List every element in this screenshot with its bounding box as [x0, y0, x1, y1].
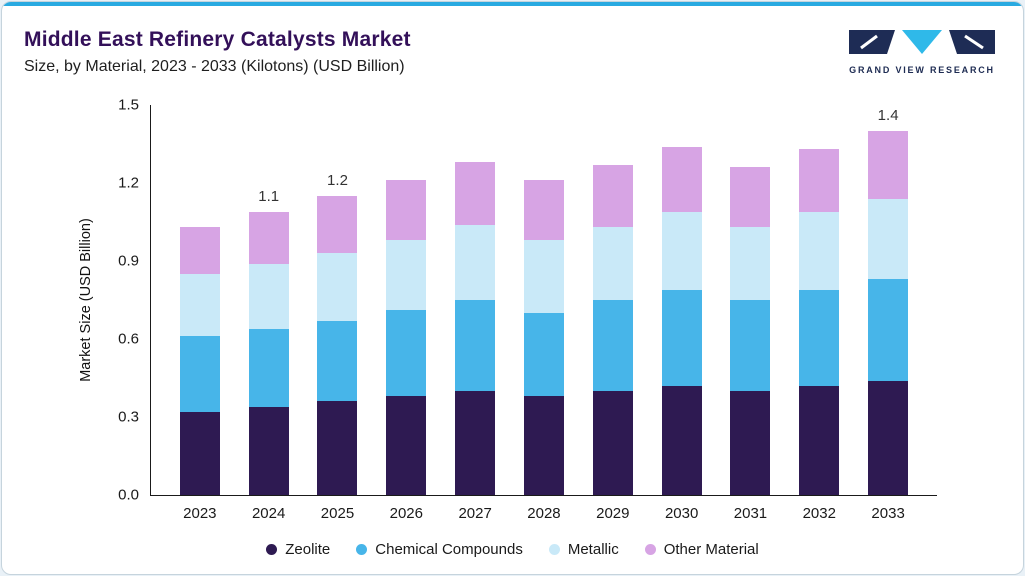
bar-segment-other-material: [317, 196, 358, 254]
gvr-logo: GRAND VIEW RESEARCH: [847, 28, 997, 75]
legend-dot-icon: [548, 544, 560, 555]
gvr-logo-text: GRAND VIEW RESEARCH: [849, 65, 995, 75]
legend-item-zeolite: Zeolite: [266, 541, 330, 558]
legend-dot-icon: [644, 544, 656, 555]
legend-dot-icon: [266, 544, 278, 555]
bar-segment-chemical-compounds: [386, 310, 427, 397]
gvr-logo-mark: [849, 30, 995, 54]
bar-segment-zeolite: [523, 396, 564, 495]
bar-value-label: 1.1: [258, 187, 280, 205]
bar-segment-metallic: [661, 211, 702, 290]
x-tick-label: 2029: [596, 505, 630, 522]
bar-segment-metallic: [523, 240, 564, 314]
bar-2030: 2030: [661, 105, 702, 522]
bar-segment-other-material: [386, 180, 427, 241]
bar-segment-chemical-compounds: [868, 279, 909, 381]
x-tick-label: 2032: [802, 505, 836, 522]
x-tick-label: 2024: [251, 505, 286, 522]
bar-segment-metallic: [592, 227, 633, 300]
legend-label: Chemical Compounds: [375, 541, 523, 558]
x-tick-label: 2031: [733, 505, 768, 522]
legend-item-metallic: Metallic: [548, 541, 619, 558]
bar-segment-chemical-compounds: [248, 328, 289, 407]
y-tick-label: 0.0: [118, 486, 139, 504]
bar-segment-zeolite: [661, 385, 702, 495]
bar-2024: 1.1 2024: [248, 105, 289, 522]
bar-2028: 2028: [523, 105, 564, 522]
y-tick-label: 0.6: [118, 330, 139, 348]
bar-segment-chemical-compounds: [523, 313, 564, 397]
plot-area: 0.0 0.3 0.6 0.9 1.2 1.5 2023 1.1 2024 1.2 2025 202…: [118, 97, 937, 522]
bar-value-label: 1.4: [877, 107, 899, 124]
bar-segment-zeolite: [455, 391, 496, 495]
bar-segment-chemical-compounds: [455, 300, 496, 391]
bar-segment-metallic: [317, 253, 358, 321]
bar-segment-other-material: [248, 211, 289, 264]
x-tick-label: 2026: [389, 505, 423, 522]
bar-segment-metallic: [455, 224, 496, 300]
bar-2027: 2027: [455, 105, 496, 522]
legend-item-chemical-compounds: Chemical Compounds: [356, 541, 523, 558]
y-tick-label: 1.5: [118, 96, 139, 114]
bar-segment-other-material: [523, 180, 564, 241]
bar-segment-metallic: [386, 240, 427, 311]
x-tick-label: 2028: [527, 505, 561, 522]
legend-item-other-material: Other Material: [644, 541, 759, 558]
legend-label: Metallic: [567, 541, 619, 558]
x-tick-label: 2030: [664, 505, 699, 522]
bar-2032: 2032: [799, 105, 840, 522]
bar-2026: 2026: [386, 105, 427, 522]
bar-segment-metallic: [730, 227, 771, 300]
bar-segment-other-material: [592, 164, 633, 228]
bar-segment-chemical-compounds: [179, 336, 220, 412]
bar-segment-chemical-compounds: [592, 300, 633, 391]
bar-segment-other-material: [179, 227, 220, 275]
bar-2025: 1.2 2025: [317, 105, 358, 522]
top-accent-bar: [2, 2, 1023, 6]
bar-2029: 2029: [592, 105, 633, 522]
bar-value-label: 1.2: [327, 172, 348, 189]
x-tick-label: 2025: [320, 505, 355, 522]
bar-2033: 1.4 2033: [868, 105, 909, 522]
bar-segment-chemical-compounds: [661, 289, 702, 386]
page-subtitle: Size, by Material, 2023 - 2033 (Kilotons…: [24, 58, 405, 75]
bar-segment-zeolite: [592, 391, 633, 495]
legend: Zeolite Chemical Compounds Metallic Other M…: [2, 541, 1023, 558]
bar-segment-zeolite: [799, 385, 840, 495]
bar-segment-metallic: [868, 198, 909, 280]
bar-segment-zeolite: [386, 396, 427, 495]
bar-segment-other-material: [868, 131, 909, 199]
chart-header: Middle East Refinery Catalysts Market Si…: [24, 28, 411, 76]
x-tick-label: 2023: [183, 505, 217, 522]
bar-segment-zeolite: [317, 401, 358, 495]
bar-segment-chemical-compounds: [799, 289, 840, 386]
y-tick-label: 0.3: [118, 408, 139, 426]
bar-2031: 2031: [730, 105, 771, 522]
page-title: Middle East Refinery Catalysts Market: [24, 28, 411, 51]
legend-label: Other Material: [663, 541, 759, 558]
bar-segment-zeolite: [248, 406, 289, 495]
bar-segment-zeolite: [730, 391, 771, 495]
bar-segment-other-material: [455, 162, 496, 225]
legend-dot-icon: [356, 544, 368, 555]
bar-segment-zeolite: [179, 411, 220, 495]
bar-segment-other-material: [730, 167, 771, 228]
bar-segment-zeolite: [868, 380, 909, 495]
bar-group: 2023 1.1 2024 1.2 2025 2026 2027 2028 2029 2030 20…: [151, 105, 937, 522]
bar-segment-chemical-compounds: [317, 320, 358, 402]
bar-2023: 2023: [179, 105, 220, 522]
x-tick-label: 2033: [871, 505, 905, 522]
bar-segment-metallic: [248, 263, 289, 329]
bar-segment-metallic: [179, 274, 220, 337]
bar-segment-other-material: [661, 146, 702, 212]
legend-label: Zeolite: [285, 541, 331, 558]
y-tick-label: 1.2: [118, 174, 139, 192]
bar-segment-other-material: [799, 149, 840, 212]
y-axis-title: Market Size (USD Billion): [78, 218, 94, 382]
x-tick-label: 2027: [458, 505, 492, 522]
bar-segment-metallic: [799, 211, 840, 290]
y-tick-label: 0.9: [118, 252, 139, 270]
bar-segment-chemical-compounds: [730, 300, 771, 391]
